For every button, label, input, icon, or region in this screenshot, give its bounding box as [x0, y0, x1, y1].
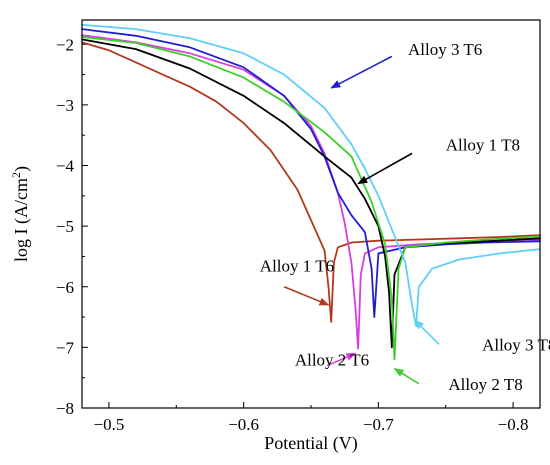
y-tick-label: −4: [56, 157, 75, 176]
axis-ticks: −0.5 −0.6 −0.7 −0.8 −8 −7 −6 −5 −4 −3 −2: [56, 35, 529, 434]
x-tick-label: −0.5: [94, 415, 125, 434]
annotation-label-alloy-1-t6: Alloy 1 T6: [260, 257, 334, 276]
series-line-alloy-1-t6: [81, 41, 541, 323]
y-tick-label: −8: [56, 399, 74, 418]
y-tick-label: −6: [56, 278, 74, 297]
y-axis-title: log I (A/cm2): [9, 166, 32, 262]
annotation-arrow-alloy-2-t8: [393, 367, 420, 385]
annotation-label-alloy-2-t6: Alloy 2 T6: [295, 351, 369, 370]
y-tick-label: −2: [56, 35, 74, 54]
annotation-arrow-alloy-3-t8: [414, 319, 440, 345]
annotation-label-alloy-2-t8: Alloy 2 T8: [448, 375, 522, 394]
annotation-label-alloy-3-t6: Alloy 3 T6: [408, 40, 482, 59]
y-tick-label: −3: [56, 96, 74, 115]
x-axis-title: Potential (V): [264, 433, 357, 454]
y-tick-label: −7: [56, 338, 75, 357]
y-tick-label: −5: [56, 217, 74, 236]
y-axis-title-sup: 2: [9, 172, 23, 178]
y-axis-title-base: log I (A/cm: [11, 178, 32, 262]
annotation-arrow-alloy-1-t8: [357, 152, 413, 185]
series-line-alloy-2-t6: [81, 34, 541, 350]
annotation-label-alloy-3-t8: Alloy 3 T8: [482, 335, 550, 354]
annotation-arrow-alloy-3-t6: [330, 55, 393, 89]
annotation-arrow-alloy-1-t6: [283, 286, 330, 306]
series-line-alloy-1-t8: [81, 38, 541, 349]
series-layer: [81, 23, 541, 361]
x-tick-label: −0.7: [363, 415, 394, 434]
annotations-layer: Alloy 3 T6 Alloy 1 T8 Alloy 1 T6 Alloy 2 T6…: [260, 40, 550, 394]
plot-area-frame: [81, 19, 541, 409]
annotation-label-alloy-1-t8: Alloy 1 T8: [446, 135, 520, 154]
series-line-alloy-2-t8: [81, 36, 541, 361]
x-tick-label: −0.6: [228, 415, 259, 434]
y-axis-title-close: ): [11, 166, 32, 172]
annotation-arrow-alloy-2-t6: [326, 352, 357, 367]
series-line-alloy-3-t8: [81, 23, 541, 328]
x-tick-label: −0.8: [498, 415, 529, 434]
